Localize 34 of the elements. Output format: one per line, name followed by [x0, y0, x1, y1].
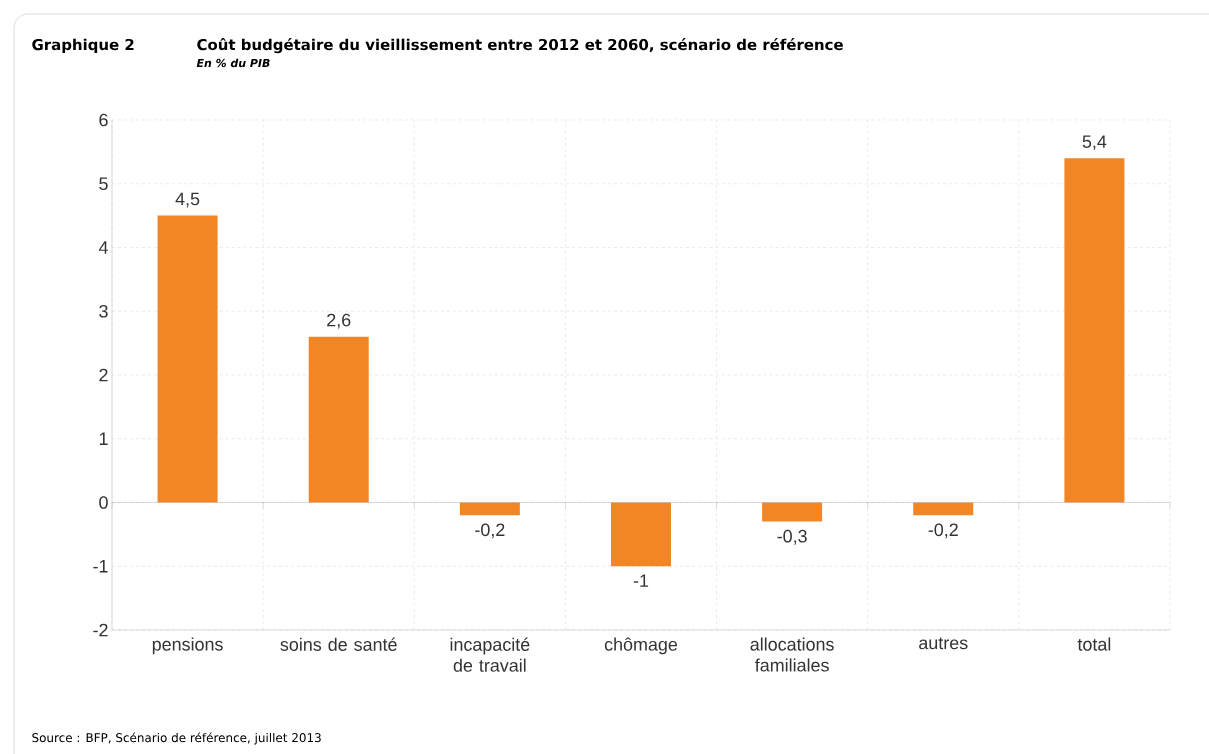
y-tick-label: 4	[98, 241, 108, 254]
y-tick-label: -1	[93, 560, 108, 573]
chart-title: Coût budgétaire du vieillissement entre 2012 et 2060, scénario de référence	[197, 38, 843, 54]
data-label: -0,2	[475, 523, 505, 539]
data-label: -0,2	[928, 523, 958, 539]
bar	[610, 502, 671, 567]
data-label: 4,5	[175, 192, 200, 208]
x-tick-label: pensions	[152, 637, 223, 655]
bar	[762, 502, 823, 522]
bar	[308, 336, 369, 503]
data-label: 2,6	[327, 313, 351, 329]
data-label: -0,3	[777, 529, 807, 545]
y-tick-label: 0	[99, 496, 108, 509]
x-tick-label: soins de santé	[280, 637, 397, 651]
y-tick-label: -2	[93, 623, 108, 637]
y-tick-label: 5	[99, 177, 108, 190]
bar	[157, 215, 218, 503]
x-tick-label: incapacité de travail	[450, 637, 530, 672]
data-label: 5,4	[1082, 135, 1107, 151]
x-tick-label: chômage	[604, 637, 678, 655]
y-tick-label: 3	[99, 304, 108, 318]
y-tick-label: 1	[99, 432, 108, 445]
bar	[913, 502, 974, 516]
text: Graphique 2	[32, 38, 134, 54]
x-tick-label: autres	[919, 637, 968, 650]
bar	[1064, 158, 1125, 503]
x-tick-label: allocations familiales	[750, 637, 834, 672]
y-tick-label: 6	[99, 113, 108, 127]
chart-subtitle: En % du PIB	[196, 58, 270, 68]
bar	[459, 502, 520, 516]
x-tick-label: total	[1077, 637, 1111, 651]
source-note: Source : BFP, Scénario de référence, juillet 2013	[32, 732, 321, 745]
data-label: -1	[633, 574, 649, 587]
y-tick-label: 2	[99, 368, 108, 382]
